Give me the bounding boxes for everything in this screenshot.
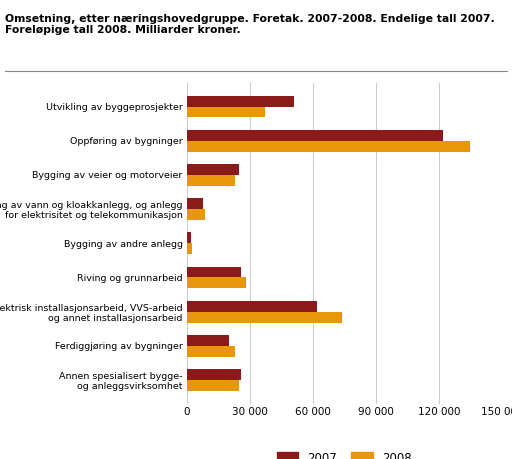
Bar bbox=[187, 243, 192, 254]
Bar bbox=[187, 312, 342, 323]
Legend: 2007, 2008: 2007, 2008 bbox=[277, 452, 412, 459]
Bar bbox=[187, 130, 443, 141]
Bar bbox=[187, 141, 470, 151]
Bar bbox=[187, 267, 242, 277]
Text: Omsetning, etter næringshovedgruppe. Foretak. 2007-2008. Endelige tall 2007.
For: Omsetning, etter næringshovedgruppe. For… bbox=[5, 14, 495, 35]
Bar bbox=[187, 209, 205, 220]
Bar bbox=[187, 232, 191, 243]
Bar bbox=[187, 164, 239, 175]
Bar bbox=[187, 106, 265, 118]
Bar bbox=[187, 175, 235, 186]
Bar bbox=[187, 380, 239, 391]
Bar bbox=[187, 277, 246, 288]
Bar bbox=[187, 198, 203, 209]
Bar bbox=[187, 335, 229, 346]
Bar bbox=[187, 95, 294, 106]
Bar bbox=[187, 369, 242, 380]
Bar bbox=[187, 346, 235, 357]
Bar bbox=[187, 301, 317, 312]
